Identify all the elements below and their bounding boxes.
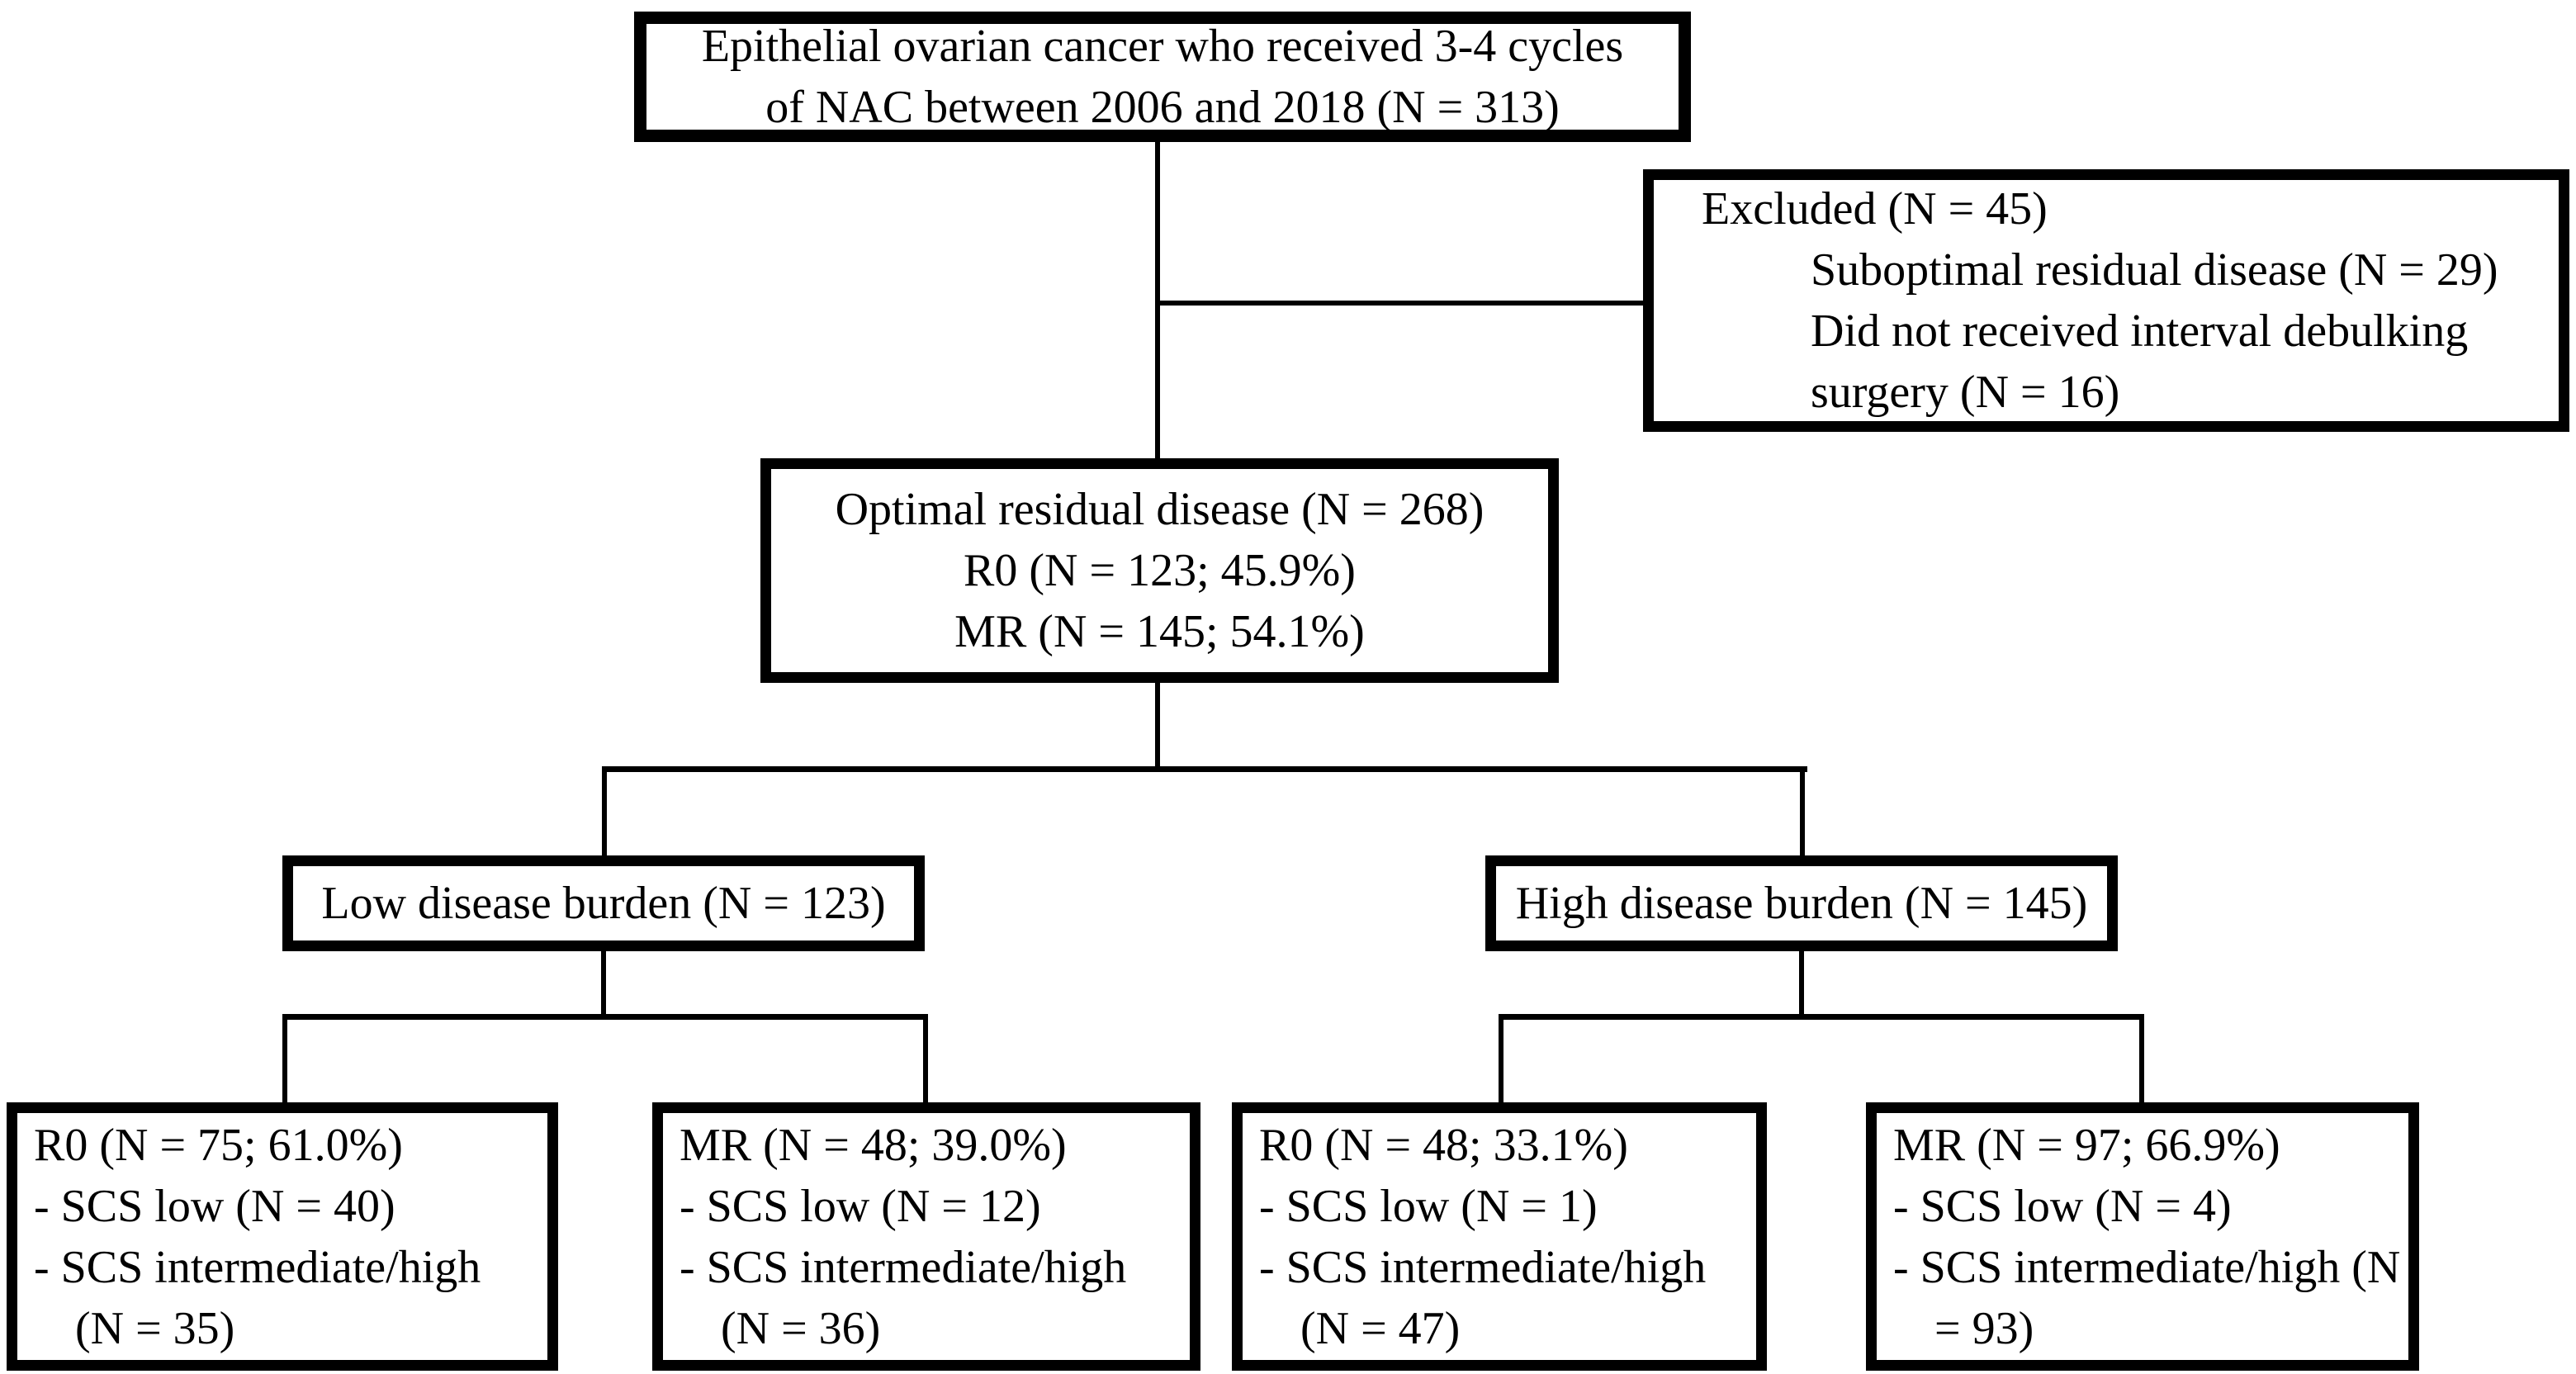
node-high-disease-burden: High disease burden (N = 145)	[1485, 855, 2118, 951]
node-high-burden-r0: R0 (N = 48; 33.1%) - SCS low (N = 1) - S…	[1232, 1102, 1767, 1371]
connector-low-burden-to-split	[601, 950, 606, 1020]
optimal-line-2: R0 (N = 123; 45.9%)	[964, 545, 1356, 596]
node-optimal-residual-disease: Optimal residual disease (N = 268) R0 (N…	[760, 458, 1559, 683]
node-low-burden-mr: MR (N = 48; 39.0%) - SCS low (N = 12) - …	[652, 1102, 1200, 1371]
node-eligible-population: Epithelial ovarian cancer who received 3…	[634, 12, 1691, 142]
high-mr-scs-high: - SCS intermediate/high (N = 93)	[1893, 1241, 2401, 1354]
node-excluded: Excluded (N = 45) Suboptimal residual di…	[1643, 169, 2569, 432]
high-r0-title: R0 (N = 48; 33.1%)	[1259, 1119, 1628, 1171]
eligible-line-2: of NAC between 2006 and 2018 (N = 313)	[765, 82, 1560, 133]
connector-split-to-high-r0	[1499, 1014, 1503, 1105]
connector-high-burden-to-split	[1799, 950, 1804, 1020]
connector-optimal-to-split	[1155, 683, 1160, 772]
high-burden-label: High disease burden (N = 145)	[1515, 878, 2088, 929]
excluded-reason-1: Suboptimal residual disease (N = 29)	[1811, 244, 2498, 296]
connector-low-split	[282, 1014, 928, 1020]
high-mr-title: MR (N = 97; 66.9%)	[1893, 1119, 2280, 1171]
connector-split-to-low-burden	[602, 766, 607, 859]
node-low-burden-r0: R0 (N = 75; 61.0%) - SCS low (N = 40) - …	[7, 1102, 558, 1371]
low-mr-title: MR (N = 48; 39.0%)	[680, 1119, 1067, 1171]
low-mr-scs-low: - SCS low (N = 12)	[680, 1180, 1041, 1232]
low-mr-scs-high: - SCS intermediate/high (N = 36)	[680, 1241, 1127, 1354]
optimal-line-3: MR (N = 145; 54.1%)	[954, 606, 1365, 657]
connector-burden-split	[602, 766, 1807, 772]
high-r0-scs-low: - SCS low (N = 1)	[1259, 1180, 1598, 1232]
low-r0-scs-high: - SCS intermediate/high (N = 35)	[34, 1241, 481, 1354]
connector-high-split	[1499, 1014, 2144, 1020]
node-low-disease-burden: Low disease burden (N = 123)	[282, 855, 925, 951]
optimal-line-1: Optimal residual disease (N = 268)	[835, 484, 1485, 535]
low-r0-scs-low: - SCS low (N = 40)	[34, 1180, 395, 1232]
excluded-reason-2: Did not received interval debulking surg…	[1811, 306, 2469, 418]
eligible-line-1: Epithelial ovarian cancer who received 3…	[701, 21, 1624, 72]
node-high-burden-mr: MR (N = 97; 66.9%) - SCS low (N = 4) - S…	[1866, 1102, 2419, 1371]
connector-to-excluded	[1158, 301, 1643, 306]
excluded-title: Excluded (N = 45)	[1702, 183, 2048, 235]
connector-split-to-low-r0	[282, 1014, 287, 1105]
low-r0-title: R0 (N = 75; 61.0%)	[34, 1119, 403, 1171]
low-burden-label: Low disease burden (N = 123)	[321, 878, 886, 929]
connector-split-to-high-mr	[2139, 1014, 2144, 1105]
connector-split-to-high-burden	[1800, 766, 1805, 859]
high-mr-scs-low: - SCS low (N = 4)	[1893, 1180, 2232, 1232]
connector-split-to-low-mr	[923, 1014, 928, 1105]
high-r0-scs-high: - SCS intermediate/high (N = 47)	[1259, 1241, 1707, 1354]
